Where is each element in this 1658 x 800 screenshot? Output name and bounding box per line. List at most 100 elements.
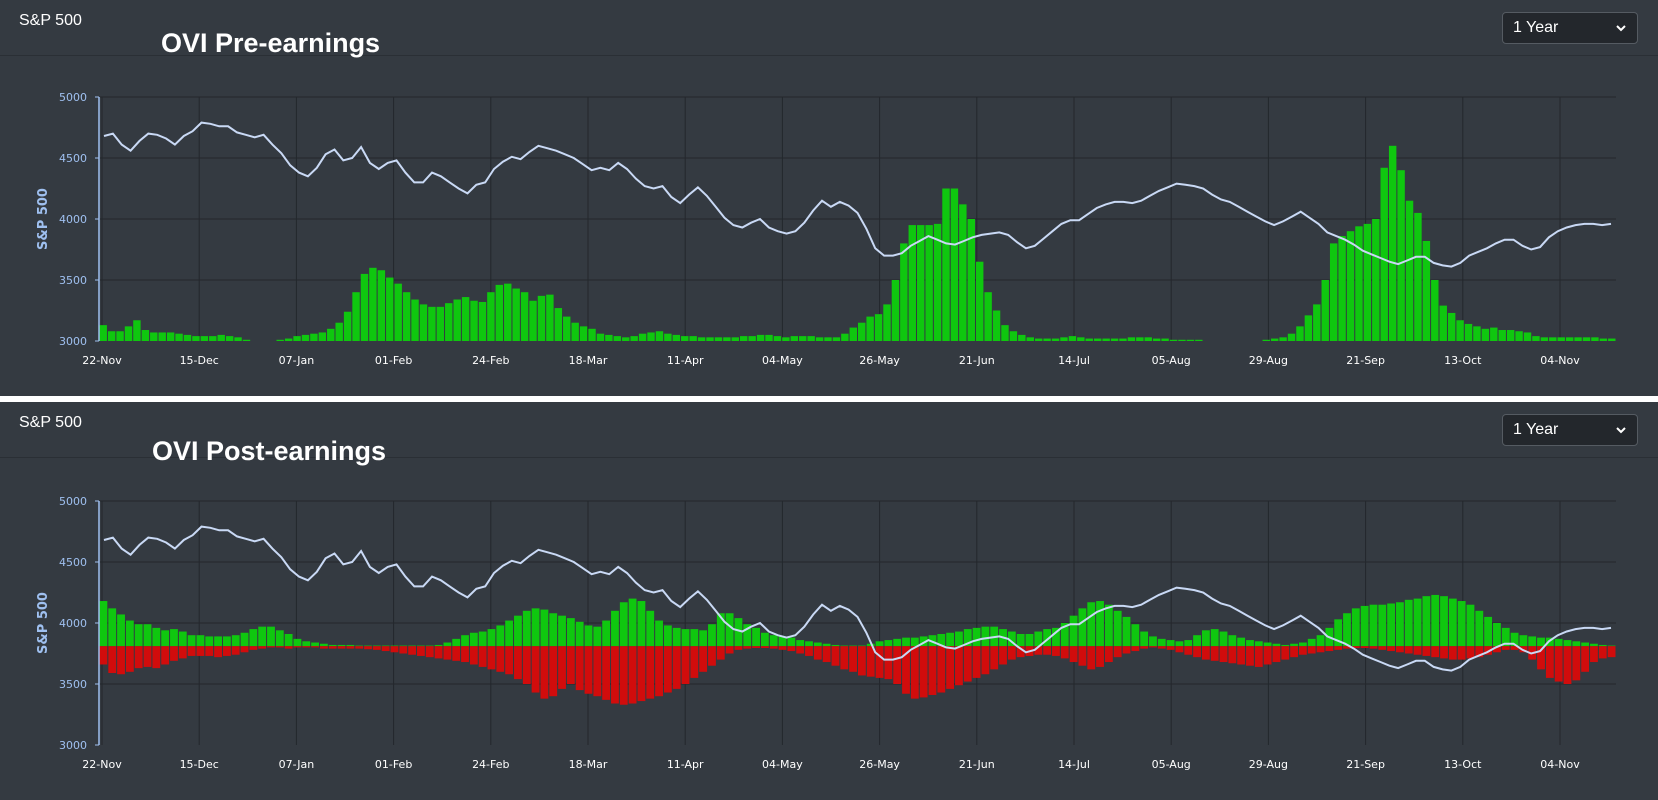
ovi-bar	[276, 339, 284, 341]
ovi-pre-earnings-panel: S&P 500 1 Year OVI Pre-earnings 3000 3500…	[0, 0, 1658, 396]
ovi-negative-bar	[1360, 646, 1369, 649]
ovi-positive-bar	[602, 620, 611, 647]
ovi-negative-bar	[161, 646, 170, 665]
ovi-positive-bar	[1104, 604, 1113, 647]
ovi-positive-bar	[1016, 633, 1025, 647]
ovi-negative-bar	[619, 646, 628, 705]
y-tick-label: 5000	[59, 91, 87, 104]
y-tick-label: 4000	[59, 213, 87, 226]
x-tick-label: 21-Jun	[959, 758, 995, 771]
ovi-bar	[672, 334, 681, 341]
ovi-positive-bar	[681, 629, 690, 647]
ovi-positive-bar	[170, 629, 178, 647]
ovi-bar	[1447, 312, 1456, 341]
range-dropdown[interactable]: 1 Year	[1502, 12, 1638, 44]
ovi-positive-bar	[143, 624, 152, 647]
ovi-positive-bar	[311, 642, 319, 647]
ovi-bar	[1195, 339, 1203, 341]
x-tick-label: 21-Sep	[1346, 354, 1385, 367]
ovi-bar	[841, 333, 849, 341]
x-tick-label: 07-Jan	[279, 758, 315, 771]
ovi-bar	[183, 334, 192, 341]
ovi-bar	[301, 334, 310, 341]
x-tick-label: 21-Jun	[959, 354, 995, 367]
ovi-negative-bar	[778, 646, 787, 650]
ovi-positive-bar	[187, 635, 196, 647]
ovi-bar	[217, 334, 225, 341]
ovi-negative-bar	[990, 646, 999, 670]
ovi-positive-bar	[469, 632, 478, 647]
ovi-negative-bar	[549, 646, 558, 697]
ovi-negative-bar	[1298, 646, 1307, 655]
ovi-bar	[1034, 338, 1043, 341]
ovi-bar	[1178, 339, 1186, 341]
ovi-negative-bar	[575, 646, 584, 691]
ovi-negative-bar	[1096, 646, 1104, 667]
ovi-positive-bar	[161, 630, 170, 647]
range-dropdown[interactable]: 1 Year	[1502, 414, 1638, 446]
ovi-positive-bar	[531, 608, 540, 647]
ovi-positive-bar	[240, 632, 249, 647]
ovi-positive-bar	[540, 609, 549, 647]
ovi-bar	[1127, 337, 1136, 341]
ovi-bar	[478, 301, 487, 341]
ovi-bar	[1043, 338, 1051, 341]
ovi-positive-bar	[584, 625, 593, 647]
ovi-bar	[453, 299, 461, 341]
ovi-negative-bar	[1254, 646, 1263, 667]
y-axis-label: S&P 500	[36, 188, 51, 250]
ovi-negative-bar	[805, 646, 813, 656]
ovi-positive-bar	[117, 614, 125, 647]
x-tick-label: 01-Feb	[375, 758, 412, 771]
ovi-negative-bar	[1228, 646, 1237, 664]
ovi-negative-bar	[1431, 646, 1440, 658]
ovi-positive-bar	[178, 631, 187, 647]
ovi-bar	[133, 320, 141, 341]
x-tick-label: 24-Feb	[472, 758, 509, 771]
ovi-bar	[537, 295, 546, 341]
ovi-positive-bar	[1052, 627, 1060, 647]
ovi-positive-bar	[1422, 596, 1431, 647]
ovi-positive-bar	[937, 633, 946, 647]
ovi-bar	[588, 328, 596, 341]
panel-label: S&P 500	[19, 414, 82, 431]
ovi-bar	[1481, 328, 1490, 341]
sp500-line	[103, 121, 1612, 268]
ovi-negative-bar	[646, 646, 655, 699]
ovi-negative-bar	[267, 646, 275, 648]
ovi-positive-bar	[108, 608, 117, 647]
chevron-down-icon	[1616, 25, 1626, 32]
ovi-negative-bar	[275, 646, 284, 648]
ovi-negative-bar	[884, 646, 893, 680]
ovi-positive-bar	[822, 643, 831, 647]
ovi-bar	[520, 292, 529, 341]
ovi-positive-bar	[1140, 631, 1149, 647]
ovi-positive-bar	[672, 627, 681, 647]
ovi-bar	[638, 333, 647, 341]
ovi-bar	[124, 326, 133, 341]
ovi-bar	[495, 284, 504, 341]
ovi-negative-bar	[1563, 646, 1572, 684]
ovi-bar	[714, 337, 723, 341]
ovi-bar	[141, 330, 150, 341]
ovi-negative-bar	[1210, 646, 1219, 661]
ovi-bar	[790, 336, 799, 341]
x-tick-label: 07-Jan	[279, 354, 315, 367]
ovi-negative-bar	[240, 646, 249, 653]
y-tick-label: 3500	[59, 678, 87, 691]
ovi-positive-bar	[734, 618, 743, 647]
ovi-bar	[369, 267, 377, 341]
ovi-bar	[681, 336, 689, 341]
ovi-positive-bar	[1043, 629, 1052, 647]
ovi-positive-bar	[267, 626, 275, 647]
ovi-negative-bar	[866, 646, 875, 677]
ovi-bar	[402, 292, 411, 341]
ovi-bar	[1110, 338, 1119, 341]
ovi-bar	[546, 294, 554, 341]
ovi-bar	[200, 336, 209, 341]
ovi-bar	[1304, 315, 1313, 341]
ovi-bar	[596, 333, 605, 341]
ovi-positive-bar	[1581, 642, 1590, 647]
ovi-positive-bar	[1510, 632, 1519, 647]
ovi-bar	[647, 332, 655, 341]
